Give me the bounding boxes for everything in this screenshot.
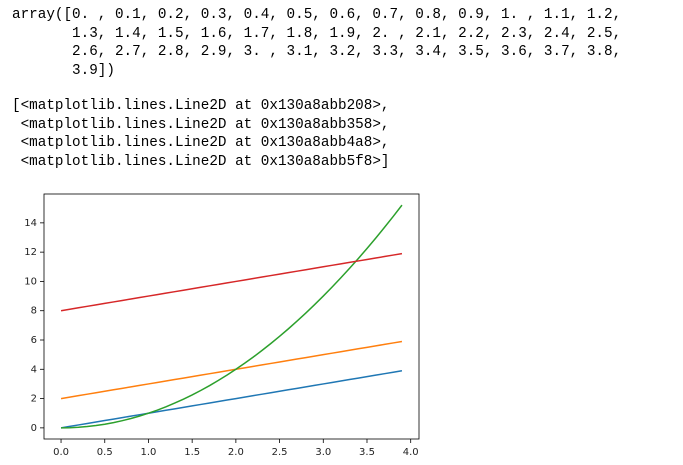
line-series <box>60 340 403 400</box>
output-line: <matplotlib.lines.Line2D at 0x130a8abb4a… <box>12 135 390 151</box>
line-series <box>60 370 403 429</box>
output-line: 3.9]) <box>12 62 115 79</box>
x-tick-label: 1.0 <box>141 447 157 458</box>
y-tick-label: 4 <box>31 364 37 375</box>
y-tick-label: 14 <box>24 218 37 229</box>
repr-output: [<matplotlib.lines.Line2D at 0x130a8abb2… <box>12 97 621 171</box>
y-tick-label: 8 <box>31 306 37 317</box>
y-tick-label: 0 <box>31 423 37 434</box>
y-tick-label: 6 <box>31 335 37 346</box>
x-tick-label: 3.5 <box>359 447 375 458</box>
output-line: <matplotlib.lines.Line2D at 0x130a8abb5f… <box>12 153 390 170</box>
line-series <box>61 204 403 429</box>
plot-frame <box>43 193 420 440</box>
y-tick-label: 12 <box>24 247 37 258</box>
y-tick-label: 2 <box>31 394 37 405</box>
x-tick-label: 0.0 <box>53 447 69 458</box>
x-tick-label: 2.0 <box>228 447 244 458</box>
output-line: [<matplotlib.lines.Line2D at 0x130a8abb2… <box>12 98 390 114</box>
x-tick-label: 4.0 <box>403 447 419 458</box>
x-tick-label: 1.5 <box>184 447 200 458</box>
line-series <box>60 252 403 312</box>
output-line: <matplotlib.lines.Line2D at 0x130a8abb35… <box>12 116 390 133</box>
output-line: 2.6, 2.7, 2.8, 2.9, 3. , 3.1, 3.2, 3.3, … <box>12 44 622 60</box>
array-output: array([0. , 0.1, 0.2, 0.3, 0.4, 0.5, 0.6… <box>12 6 621 80</box>
y-tick-label: 10 <box>24 276 37 287</box>
x-tick-label: 3.0 <box>315 447 331 458</box>
x-tick-label: 0.5 <box>97 447 113 458</box>
output-line: 1.3, 1.4, 1.5, 1.6, 1.7, 1.8, 1.9, 2. , … <box>12 25 622 42</box>
output-line: array([0. , 0.1, 0.2, 0.3, 0.4, 0.5, 0.6… <box>12 7 622 23</box>
x-tick-label: 2.5 <box>272 447 288 458</box>
cell-output: array([0. , 0.1, 0.2, 0.3, 0.4, 0.5, 0.6… <box>12 6 621 171</box>
